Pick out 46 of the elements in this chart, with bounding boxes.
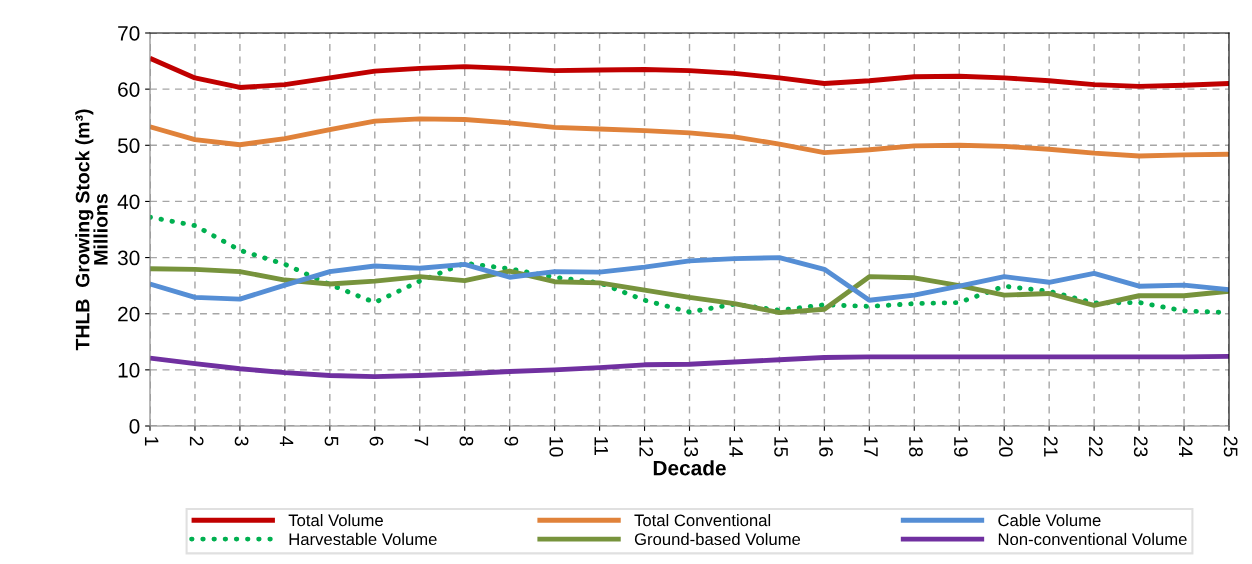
x-tick-label: 15 bbox=[774, 437, 788, 457]
legend-label: Harvestable Volume bbox=[289, 532, 437, 546]
x-axis-title: Decade bbox=[653, 460, 726, 476]
line-series bbox=[150, 353, 1229, 380]
x-tick-label: 16 bbox=[819, 437, 833, 457]
legend-label: Total Volume bbox=[288, 514, 383, 527]
x-tick-label: 2 bbox=[189, 436, 204, 446]
x-tick-label: 9 bbox=[504, 436, 519, 446]
x-tick-label: 6 bbox=[369, 436, 384, 446]
y-tick-label: 0 bbox=[129, 419, 140, 434]
y-axis-title: THLB Growing Stock (m³) Millions bbox=[75, 109, 108, 351]
x-tick-label: 11 bbox=[594, 437, 608, 455]
x-tick-label: 7 bbox=[414, 436, 429, 446]
x-tick-label: 3 bbox=[234, 436, 249, 446]
x-tick-label: 24 bbox=[1179, 436, 1193, 457]
legend-label: Non-conventional Volume bbox=[998, 532, 1187, 546]
y-tick-label: 30 bbox=[117, 250, 140, 266]
x-tick-label: 23 bbox=[1133, 436, 1148, 457]
x-tick-label: 22 bbox=[1089, 436, 1103, 457]
x-tick-label: 17 bbox=[864, 437, 878, 457]
x-tick-label: 5 bbox=[324, 436, 339, 446]
x-tick-label: 18 bbox=[909, 437, 923, 457]
line-series bbox=[150, 266, 1229, 316]
x-tick-label: 19 bbox=[954, 437, 968, 457]
y-tick-label: 70 bbox=[118, 26, 140, 41]
line-series bbox=[150, 55, 1229, 90]
x-tick-label: 13 bbox=[684, 437, 699, 457]
x-tick-label: 4 bbox=[279, 436, 294, 446]
legend-label: Cable Volume bbox=[998, 514, 1101, 527]
x-tick-label: 20 bbox=[998, 436, 1013, 457]
x-tick-label: 1 bbox=[144, 437, 159, 446]
x-tick-label: 10 bbox=[549, 437, 564, 457]
legend-label: Total Conventional bbox=[634, 514, 771, 527]
y-tick-label: 50 bbox=[117, 138, 140, 154]
y-tick-label: 40 bbox=[117, 194, 140, 210]
line-series bbox=[150, 116, 1229, 159]
x-tick-label: 14 bbox=[729, 437, 743, 457]
x-tick-label: 25 bbox=[1223, 436, 1238, 457]
y-tick-label: 20 bbox=[118, 306, 140, 322]
y-tick-label: 60 bbox=[118, 82, 140, 97]
x-tick-label: 21 bbox=[1044, 436, 1058, 457]
line-series bbox=[150, 255, 1229, 303]
x-tick-label: 8 bbox=[459, 436, 474, 446]
legend-label: Ground-based Volume bbox=[634, 532, 801, 546]
x-tick-label: 12 bbox=[639, 437, 654, 457]
y-tick-label: 10 bbox=[118, 362, 140, 378]
